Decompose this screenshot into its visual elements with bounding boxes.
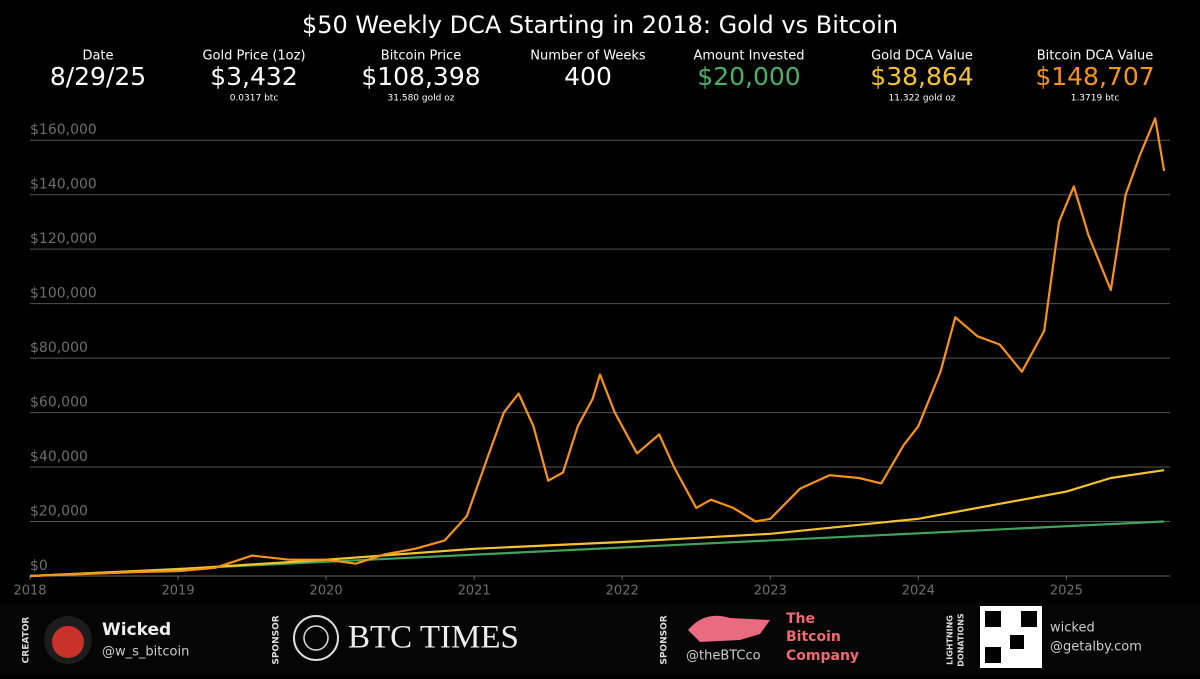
- x-tick-label: 2024: [902, 584, 935, 599]
- series-line: [29, 117, 1166, 578]
- y-tick-label: $120,000: [30, 231, 97, 247]
- y-tick-label: $60,000: [30, 395, 88, 411]
- qr-code: [1010, 635, 1024, 649]
- sponsor-company: Company: [786, 648, 859, 664]
- plot: $0 $20,000 $40,000 $60,000 $80,000 $100,000 $1…: [13, 117, 1170, 599]
- y-tick-label: $140,000: [30, 177, 97, 193]
- creator-handle: @w_s_bitcoin: [102, 645, 189, 660]
- x-tick-label: 2019: [162, 584, 195, 599]
- x-tick-label: 2023: [754, 584, 787, 599]
- stat-sub: 11.322 gold oz: [889, 94, 956, 104]
- donation-address: @getalby.com: [1050, 640, 1142, 655]
- footer-tag: CREATOR: [22, 617, 32, 664]
- stat-label: Date: [82, 49, 113, 64]
- qr-code: [985, 611, 1001, 627]
- x-tick-label: 2018: [13, 584, 46, 599]
- y-tick-label: $100,000: [30, 286, 97, 302]
- y-tick-label: $160,000: [30, 122, 97, 138]
- btc-times-logo: [293, 615, 339, 661]
- stat-sub: 1.3719 btc: [1071, 94, 1120, 104]
- sponsor-name: BTC TIMES: [348, 620, 519, 656]
- stat-label: Gold Price (1oz): [202, 49, 305, 64]
- sponsor-handle: @theBTCco: [686, 649, 761, 664]
- creator-name: Wicked: [102, 620, 171, 640]
- x-tick-label: 2021: [458, 584, 491, 599]
- stat-value: $108,398: [361, 62, 480, 91]
- stat-value: $20,000: [697, 62, 800, 91]
- stat-value: $148,707: [1035, 62, 1154, 91]
- avatar-apple: [52, 626, 84, 658]
- sponsor-logo: [688, 615, 770, 642]
- stat-label: Bitcoin DCA Value: [1037, 49, 1154, 64]
- stat-label: Bitcoin Price: [381, 49, 461, 64]
- stat-sub: 0.0317 btc: [230, 94, 279, 104]
- donation-name: wicked: [1050, 621, 1095, 636]
- y-tick-label: $0: [30, 558, 48, 574]
- stat-value: $38,864: [870, 62, 973, 91]
- qr-code: [1021, 611, 1037, 627]
- footer-tag: SPONSOR: [660, 615, 670, 664]
- btc-times-logo: [303, 625, 329, 651]
- footer-tag: SPONSOR: [272, 615, 282, 664]
- x-tick-label: 2020: [310, 584, 343, 599]
- y-tick-label: $40,000: [30, 449, 88, 465]
- x-tick-label: 2022: [606, 584, 639, 599]
- x-tick-label: 2025: [1050, 584, 1083, 599]
- sponsor-company: The: [786, 611, 815, 627]
- stat-sub: 31.580 gold oz: [388, 94, 455, 104]
- stat-value: 8/29/25: [50, 62, 146, 91]
- y-tick-label: $20,000: [30, 504, 88, 520]
- stat-value: $3,432: [210, 62, 297, 91]
- series-line: [29, 469, 1165, 578]
- footer-tag: LIGHTNING: [946, 615, 955, 665]
- footer-tag: DONATIONS: [957, 613, 966, 667]
- qr-code: [985, 647, 1001, 663]
- sponsor-company: Bitcoin: [786, 629, 841, 645]
- stat-value: 400: [564, 62, 612, 91]
- stat-label: Gold DCA Value: [871, 49, 973, 64]
- stat-label: Number of Weeks: [530, 49, 646, 64]
- stat-label: Amount Invested: [693, 49, 804, 64]
- chart-title: $50 Weekly DCA Starting in 2018: Gold vs…: [302, 11, 898, 39]
- y-tick-label: $80,000: [30, 340, 88, 356]
